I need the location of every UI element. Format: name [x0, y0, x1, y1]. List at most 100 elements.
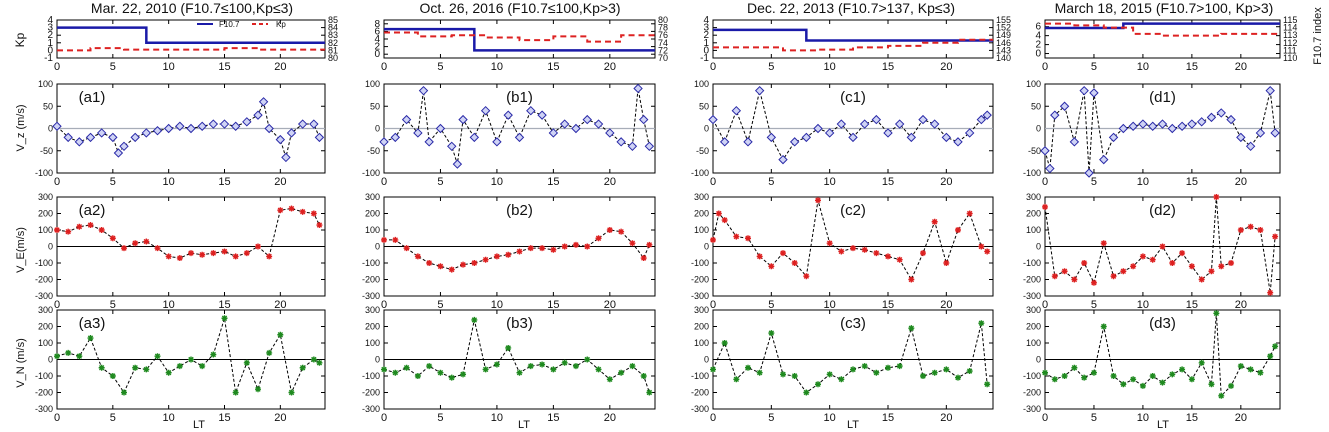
data-point: [861, 246, 868, 253]
data-point: [1169, 260, 1176, 266]
data-point: [1059, 101, 1070, 111]
data-point: [1139, 253, 1146, 260]
data-point: [1138, 119, 1148, 129]
data-point: [132, 364, 139, 371]
panel-label: (a2): [79, 202, 106, 219]
data-point: [1130, 376, 1137, 383]
data-point: [1090, 369, 1097, 376]
data-point: [906, 132, 917, 143]
f107-tick-label: 81: [328, 45, 338, 55]
f107-series-line: [57, 26, 325, 45]
data-point: [1247, 223, 1254, 230]
data-point: [885, 253, 891, 260]
x-tick-label: 10: [1137, 412, 1149, 424]
data-point: [76, 353, 83, 360]
data-point: [452, 159, 463, 169]
y-tick-label: 200: [38, 322, 53, 332]
x-tick-label: 5: [1091, 176, 1097, 188]
data-point: [1272, 343, 1279, 350]
data-point: [768, 330, 775, 337]
data-point: [719, 137, 730, 147]
data-point: [165, 253, 172, 260]
y-tick-label: -100: [35, 371, 53, 381]
y-tick-label: 0: [47, 45, 53, 56]
data-point: [584, 243, 591, 250]
data-point: [1139, 382, 1146, 389]
data-point: [1081, 260, 1088, 266]
y-tick-label: 2: [47, 30, 53, 41]
data-point: [176, 255, 183, 262]
column-title-d: March 18, 2015 (F10.7>100, Kp>3): [1055, 0, 1274, 16]
y-tick-label: 4: [47, 15, 53, 26]
data-point: [154, 353, 161, 360]
data-point: [1237, 227, 1244, 233]
data-point: [210, 351, 217, 358]
y-tick-label: -300: [1023, 404, 1041, 414]
x-tick-label: 15: [882, 412, 894, 424]
data-point: [733, 376, 740, 383]
y-tick-label: -300: [691, 291, 709, 301]
x-tick-label: 20: [940, 176, 952, 188]
x-tick-label: 20: [604, 299, 616, 311]
data-point: [460, 371, 467, 378]
y-tick-label: 50: [43, 101, 53, 111]
f107-tick-label: 80: [658, 15, 668, 25]
data-point: [199, 251, 206, 258]
y-tick-label: 0: [375, 124, 380, 134]
data-point: [1218, 263, 1225, 270]
y-tick-label: 300: [694, 192, 709, 202]
lt-label-a: LT: [193, 419, 205, 431]
y-tick-label: 4: [374, 34, 380, 45]
y-tick-label: 300: [1026, 192, 1041, 202]
ve-ylabel: V_E(m/s): [15, 227, 27, 273]
y-tick-label: 0: [374, 49, 380, 60]
data-point: [266, 253, 273, 260]
data-point: [1084, 168, 1094, 178]
panel-label: (c3): [840, 315, 866, 332]
data-point: [1179, 366, 1186, 373]
data-point: [1257, 227, 1264, 233]
data-point: [492, 137, 502, 147]
y-tick-label: 1: [47, 38, 53, 49]
vn-ylabel: V_N (m/s): [15, 338, 27, 388]
data-point: [584, 356, 591, 363]
data-point: [572, 363, 579, 370]
data-point: [931, 218, 938, 225]
data-point: [297, 119, 308, 129]
data-point: [618, 228, 625, 235]
data-point: [826, 371, 833, 378]
x-tick-label: 10: [491, 61, 503, 73]
data-point: [978, 243, 985, 250]
data-point: [754, 85, 765, 96]
data-point: [152, 126, 163, 136]
data-point: [629, 363, 636, 370]
data-point: [143, 238, 150, 245]
f107-tick-label: 143: [996, 45, 1011, 55]
data-point: [640, 373, 647, 379]
data-point: [255, 386, 261, 393]
x-tick-label: 20: [604, 61, 616, 73]
y-tick-label: 0: [1036, 242, 1041, 252]
panel-label: (d3): [1149, 315, 1176, 332]
data-point: [447, 141, 457, 152]
y-tick-label: 3: [703, 23, 709, 34]
kp-series-line: [57, 47, 325, 52]
data-point: [943, 366, 950, 373]
x-tick-label: 10: [163, 299, 175, 311]
drift-series-line: [383, 88, 650, 165]
data-point: [1236, 132, 1246, 143]
data-point: [154, 245, 161, 252]
data-point: [1159, 379, 1166, 386]
y-tick-label: -200: [691, 388, 709, 398]
f107-tick-label: 146: [996, 38, 1011, 48]
panel-label: (d2): [1149, 202, 1176, 219]
y-tick-label: -1: [44, 53, 53, 64]
x-tick-label: 5: [1091, 412, 1097, 424]
x-tick-label: 10: [824, 412, 836, 424]
data-point: [275, 134, 286, 145]
data-point: [65, 228, 72, 235]
data-point: [605, 128, 615, 138]
data-point: [548, 128, 559, 138]
data-point: [941, 132, 952, 143]
drift-series-line: [1044, 196, 1276, 293]
